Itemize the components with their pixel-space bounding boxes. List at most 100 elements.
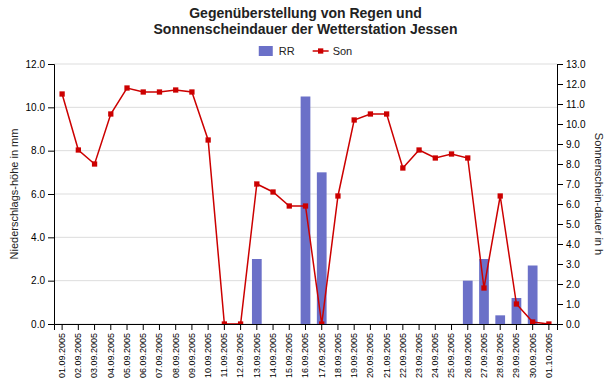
y2-tick-label: 3.0	[566, 259, 580, 270]
x-tick: 23.09.2005	[414, 324, 424, 378]
y2-tick-mark	[557, 244, 563, 245]
y2-tick: 6.0	[557, 199, 580, 210]
y-tick-label: 6.0	[31, 189, 45, 200]
x-tick-mark	[94, 324, 95, 330]
x-tick: 29.09.2005	[511, 324, 521, 378]
x-tick-mark	[159, 324, 160, 330]
marker	[384, 111, 389, 116]
y2-tick-label: 10.0	[566, 119, 586, 130]
x-tick: 13.09.2005	[252, 324, 262, 378]
x-tick-mark	[289, 324, 290, 330]
y2-tick-label: 7.0	[566, 179, 580, 190]
marker	[254, 181, 259, 186]
legend-swatch	[259, 46, 273, 56]
bar	[528, 266, 538, 325]
marker	[514, 301, 519, 306]
x-tick-mark	[386, 324, 387, 330]
x-tick-mark	[127, 324, 128, 330]
x-tick: 17.09.2005	[317, 324, 327, 378]
x-tick-label: 27.09.2005	[479, 333, 489, 378]
chart: Gegenüberstellung von Regen undSonnensch…	[0, 0, 611, 386]
x-tick: 21.09.2005	[382, 324, 392, 378]
x-tick: 08.09.2005	[171, 324, 181, 378]
bar	[463, 281, 473, 324]
x-tick-label: 30.09.2005	[528, 333, 538, 378]
x-tick-mark	[208, 324, 209, 330]
y2-tick: 3.0	[557, 259, 580, 270]
y2-tick: 2.0	[557, 279, 580, 290]
y-tick-label: 12.0	[26, 59, 46, 70]
y2-tick-mark	[557, 224, 563, 225]
x-tick: 02.09.2005	[73, 324, 83, 378]
marker	[416, 147, 421, 152]
x-tick-mark	[451, 324, 452, 330]
x-tick-mark	[483, 324, 484, 330]
x-tick: 24.09.2005	[430, 324, 440, 378]
bar	[187, 324, 197, 325]
y2-tick-mark	[557, 164, 563, 165]
bar	[333, 324, 343, 325]
y2-tick-mark	[557, 264, 563, 265]
y2-tick-mark	[557, 144, 563, 145]
marker	[189, 89, 194, 94]
bar	[57, 324, 67, 325]
x-tick-mark	[62, 324, 63, 330]
marker	[546, 321, 551, 324]
bar	[203, 324, 213, 325]
y2-tick: 11.0	[557, 99, 585, 110]
x-tick-label: 01.09.2005	[57, 333, 67, 378]
legend-marker	[318, 48, 323, 53]
x-tick-mark	[516, 324, 517, 330]
x-tick: 26.09.2005	[463, 324, 473, 378]
y2-tick-mark	[557, 324, 563, 325]
bar	[90, 324, 100, 325]
y-tick: 10.0	[26, 102, 54, 113]
bar	[447, 324, 457, 325]
x-tick-label: 14.09.2005	[268, 333, 278, 378]
marker	[76, 147, 81, 152]
x-tick-label: 26.09.2005	[463, 333, 473, 378]
x-tick-label: 08.09.2005	[171, 333, 181, 378]
y-tick: 0.0	[31, 319, 54, 330]
x-tick: 12.09.2005	[235, 324, 245, 378]
x-tick: 05.09.2005	[122, 324, 132, 378]
x-tick-mark	[402, 324, 403, 330]
x-tick-label: 28.09.2005	[495, 333, 505, 378]
x-tick: 01.10.2005	[544, 324, 554, 378]
x-tick: 14.09.2005	[268, 324, 278, 378]
x-tick-label: 06.09.2005	[138, 333, 148, 378]
y2-axis-title: Sonnenschein-dauer in h	[593, 133, 605, 255]
plot: 01.09.200502.09.200503.09.200504.09.2005…	[26, 59, 586, 378]
y2-tick: 1.0	[557, 299, 580, 310]
y-tick: 8.0	[31, 145, 54, 156]
bar	[155, 324, 165, 325]
x-tick-mark	[240, 324, 241, 330]
marker	[222, 321, 227, 324]
x-tick-mark	[321, 324, 322, 330]
marker	[141, 89, 146, 94]
y-tick: 12.0	[26, 59, 54, 70]
x-tick-label: 23.09.2005	[414, 333, 424, 378]
y2-tick-label: 4.0	[566, 239, 580, 250]
x-tick-label: 15.09.2005	[284, 333, 294, 378]
x-tick: 18.09.2005	[333, 324, 343, 378]
x-axis-line	[55, 325, 558, 331]
x-tick-label: 12.09.2005	[235, 333, 245, 378]
marks	[59, 85, 551, 324]
x-tick-mark	[419, 324, 420, 330]
marker	[173, 87, 178, 92]
x-tick: 30.09.2005	[528, 324, 538, 378]
x-tick: 06.09.2005	[138, 324, 148, 378]
x-tick-mark	[175, 324, 176, 330]
marker	[238, 321, 243, 324]
x-tick-label: 02.09.2005	[73, 333, 83, 378]
y2-tick: 4.0	[557, 239, 580, 250]
x-tick-label: 29.09.2005	[511, 333, 521, 378]
y2-tick-mark	[557, 304, 563, 305]
bar	[284, 324, 294, 325]
grid-line	[54, 64, 557, 65]
y2-tick: 12.0	[557, 79, 586, 90]
x-tick-mark	[305, 324, 306, 330]
marker	[449, 151, 454, 156]
bar	[398, 324, 408, 325]
